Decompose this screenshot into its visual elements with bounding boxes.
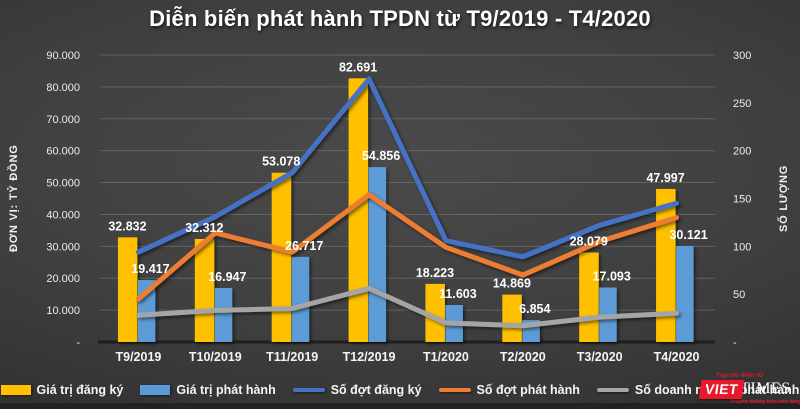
data-label: 54.856 [362,149,400,163]
left-axis-tick: 20.000 [46,273,80,285]
legend-item-0: Giá trị đăng ký [0,383,124,397]
legend-swatch [140,385,171,395]
legend-item-3: Số đợt phát hành [438,383,580,397]
data-label: 82.691 [339,60,377,74]
category-label: T9/2019 [116,350,162,364]
line-series-0 [135,76,680,260]
logo-tagline-bottom: Truyền thông trên nền tảng số [730,398,800,405]
bar-issued-value [214,287,233,342]
data-label: 32.832 [108,219,146,233]
left-axis-tick: 90.000 [46,50,80,62]
data-label: 47.997 [646,171,684,185]
legend: Giá trị đăng ký Giá trị phát hành Số đợt đ… [0,382,800,398]
legend-label: Số đợt đăng ký [330,383,422,397]
left-axis-tick: 80.000 [46,82,80,94]
left-axis-tick: 50.000 [46,178,80,190]
bar-issued-value [291,256,310,342]
data-label: 26.717 [285,239,323,253]
legend-label: Giá trị phát hành [176,383,276,397]
viettimes-logo: Tạp chí điện tử VIET TIMES Truyền thông … [698,372,800,406]
legend-label: Số đợt phát hành [476,383,580,397]
bar-registered-value [271,172,292,342]
legend-item-1: Giá trị phát hành [140,383,276,397]
data-label: 19.417 [131,262,169,276]
right-axis-tick: - [733,337,737,349]
line-series-1 [135,192,680,302]
bar-registered-value [502,294,522,342]
bar-registered-value [656,188,676,342]
bar-registered-value [348,78,369,342]
data-label: 17.093 [593,269,631,283]
chart-title: Diễn biến phát hành TPDN từ T9/2019 - T4… [149,6,651,31]
logo-tagline-top: Tạp chí điện tử [716,372,764,379]
data-label: 30.121 [669,228,707,242]
data-label: 14.869 [493,277,531,291]
logo-times-text: TIMES [740,380,791,397]
category-label: T1/2020 [423,350,469,364]
category-label: T2/2020 [500,350,546,364]
logo-viet-badge: VIET [698,379,745,399]
category-label: T10/2019 [189,350,242,364]
right-axis-tick: 200 [733,146,751,158]
right-axis-tick: 300 [733,50,751,62]
left-axis-tick: 70.000 [46,114,80,126]
bar-registered-value [579,252,599,342]
bar-issued-value [676,245,694,342]
legend-swatch [292,388,325,392]
right-axis-tick: 250 [733,98,751,110]
data-label: 16.947 [208,270,246,284]
left-axis-tick: 40.000 [46,209,80,221]
right-axis-tick: 100 [733,241,751,253]
data-label: 11.603 [439,287,477,301]
data-label: 53.078 [262,155,300,169]
left-axis-tick: 60.000 [46,146,80,158]
data-label: 18.223 [416,266,454,280]
bar-registered-value [194,238,215,342]
category-label: T11/2019 [266,350,318,364]
legend-swatch [596,388,629,392]
line-series-2 [135,285,680,329]
category-label: T4/2020 [654,350,700,364]
right-axis-tick: 150 [733,194,751,206]
data-label: 32.312 [185,221,223,235]
left-axis-tick: 10.000 [46,305,80,317]
bottom-strip [0,403,800,409]
right-axis-tick: 50 [733,289,745,301]
bar-issued-value [368,167,387,342]
bar-registered-value [425,283,445,342]
bar-registered-value [117,237,138,342]
data-label: 6.854 [519,302,550,316]
left-axis-tick: 30.000 [46,241,80,253]
category-label: T3/2020 [577,350,623,364]
category-label: T12/2019 [343,350,396,364]
legend-label: Giá trị đăng ký [36,383,124,397]
left-axis-tick: - [76,337,80,349]
legend-swatch [0,385,31,395]
legend-swatch [438,388,471,392]
legend-item-2: Số đợt đăng ký [292,383,422,397]
data-label: 28.079 [570,234,608,248]
